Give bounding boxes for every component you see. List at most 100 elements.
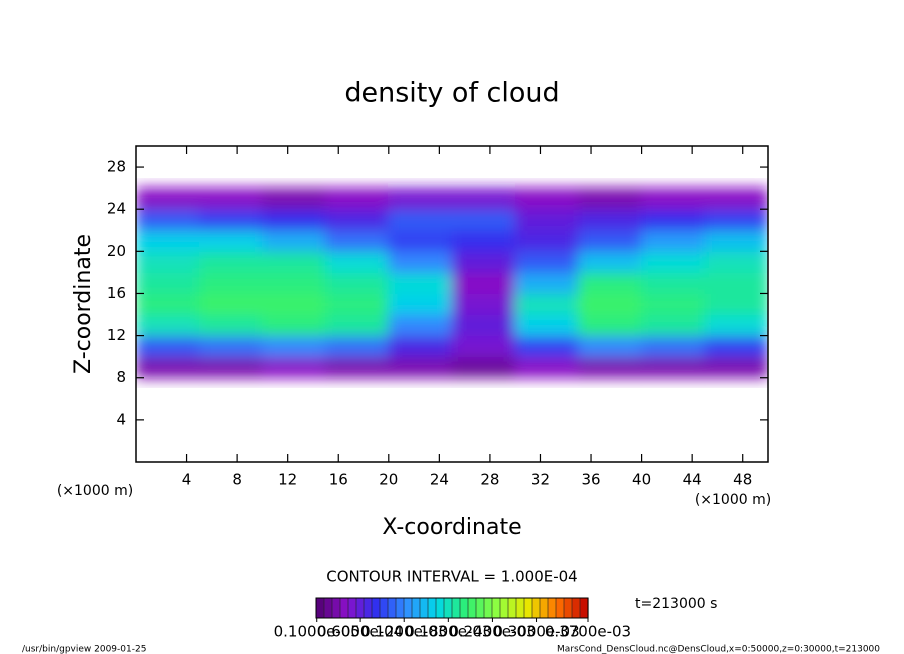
heat-cell: [641, 335, 706, 358]
heat-cell: [261, 250, 327, 273]
x-tick-label: 40: [632, 471, 651, 489]
heat-cell: [514, 208, 579, 231]
colorbar-strip: [315, 597, 325, 619]
heat-cell: [325, 271, 390, 294]
colorbar: 0.1000e-050.6000e-040.1200e-030.1800e-03…: [274, 597, 631, 641]
heat-cell: [451, 250, 516, 273]
heat-cell: [388, 314, 453, 337]
heat-cell: [641, 356, 706, 379]
x-tick-label: 24: [430, 471, 449, 489]
x-unit-right: (×1000 m): [695, 492, 771, 508]
heat-cell: [261, 335, 327, 358]
heat-cell: [577, 250, 643, 273]
colorbar-strip: [435, 597, 445, 619]
y-tick-label: 8: [116, 368, 126, 386]
colorbar-strip: [475, 597, 485, 619]
colorbar-strip: [571, 597, 581, 619]
colorbar-strip: [411, 597, 421, 619]
heat-cell: [451, 208, 516, 231]
heat-cell: [514, 271, 579, 294]
colorbar-strip: [539, 597, 549, 619]
heat-cell: [641, 250, 706, 273]
heat-cell: [198, 335, 263, 358]
heat-cell: [198, 314, 263, 337]
colorbar-tick-label: 0.1000e-05: [274, 623, 360, 641]
footer-right: MarsCond_DensCloud.nc@DensCloud,x=0:5000…: [557, 645, 880, 654]
heat-cell: [641, 229, 706, 252]
heat-cell: [325, 335, 390, 358]
colorbar-strip: [499, 597, 509, 619]
heatmap-cells: [136, 187, 768, 379]
heat-cell: [136, 335, 200, 358]
x-tick-label: 12: [278, 471, 297, 489]
plot-frame: [135, 145, 769, 463]
heat-cell: [514, 250, 579, 273]
heat-cell: [388, 271, 453, 294]
x-tick-label: 8: [232, 471, 242, 489]
heat-cell: [136, 314, 200, 337]
heat-cell: [325, 229, 390, 252]
colorbar-strip: [355, 597, 365, 619]
heat-cell: [514, 314, 579, 337]
colorbar-strip: [467, 597, 477, 619]
colorbar-strip: [387, 597, 397, 619]
colorbar-strip: [515, 597, 525, 619]
colorbar-strip: [339, 597, 349, 619]
heat-cell: [577, 208, 643, 231]
y-tick-label: 12: [107, 326, 126, 344]
heat-cell: [388, 335, 453, 358]
chart-title: density of cloud: [344, 78, 559, 109]
colorbar-tick-label: 0.1200e-03: [361, 623, 447, 641]
colorbar-strip: [443, 597, 453, 619]
heat-cell: [198, 229, 263, 252]
x-tick-label: 16: [329, 471, 348, 489]
colorbar-strip: [395, 597, 405, 619]
colorbar-tick-label: 0.2400e-03: [449, 623, 535, 641]
heat-cell: [136, 356, 200, 379]
colorbar-strip: [347, 597, 357, 619]
heat-cell: [136, 187, 200, 210]
colorbar-strip: [403, 597, 413, 619]
heat-cell: [261, 314, 327, 337]
heat-cell: [704, 356, 768, 379]
colorbar-strip: [531, 597, 541, 619]
heat-cell: [325, 356, 390, 379]
y-tick-label: 4: [116, 410, 126, 428]
heat-cell: [641, 187, 706, 210]
heat-cell: [577, 271, 643, 294]
heat-cell: [451, 292, 516, 316]
y-tick-label: 28: [107, 158, 126, 176]
x-tick-label: 44: [683, 471, 702, 489]
footer-left: /usr/bin/gpview 2009-01-25: [22, 645, 146, 654]
heat-cell: [198, 292, 263, 316]
colorbar-strip: [379, 597, 389, 619]
colorbar-frame: [315, 597, 589, 619]
heat-cell: [641, 314, 706, 337]
heat-cell: [451, 314, 516, 337]
colorbar-strip: [419, 597, 429, 619]
x-axis-label: X-coordinate: [382, 515, 521, 540]
y-tick-label: 16: [107, 284, 126, 302]
colorbar-strip: [579, 597, 589, 619]
colorbar-strip: [451, 597, 461, 619]
heat-cell: [704, 208, 768, 231]
colorbar-strip: [507, 597, 517, 619]
colorbar-tick-label: 0.6000e-04: [317, 623, 403, 641]
heat-cell: [198, 271, 263, 294]
heat-cell: [198, 250, 263, 273]
colorbar-strip: [427, 597, 437, 619]
heat-cell: [641, 292, 706, 316]
contour-note: CONTOUR INTERVAL = 1.000E-04: [326, 568, 577, 586]
heat-cell: [704, 187, 768, 210]
heat-cell: [577, 187, 643, 210]
heat-cell: [577, 356, 643, 379]
heat-cell: [261, 187, 327, 210]
y-tick-label: 24: [107, 200, 126, 218]
heat-cell: [577, 229, 643, 252]
heat-cell: [704, 314, 768, 337]
x-tick-label: 48: [733, 471, 752, 489]
heat-cell: [325, 187, 390, 210]
heat-cell: [388, 229, 453, 252]
colorbar-strip: [491, 597, 501, 619]
